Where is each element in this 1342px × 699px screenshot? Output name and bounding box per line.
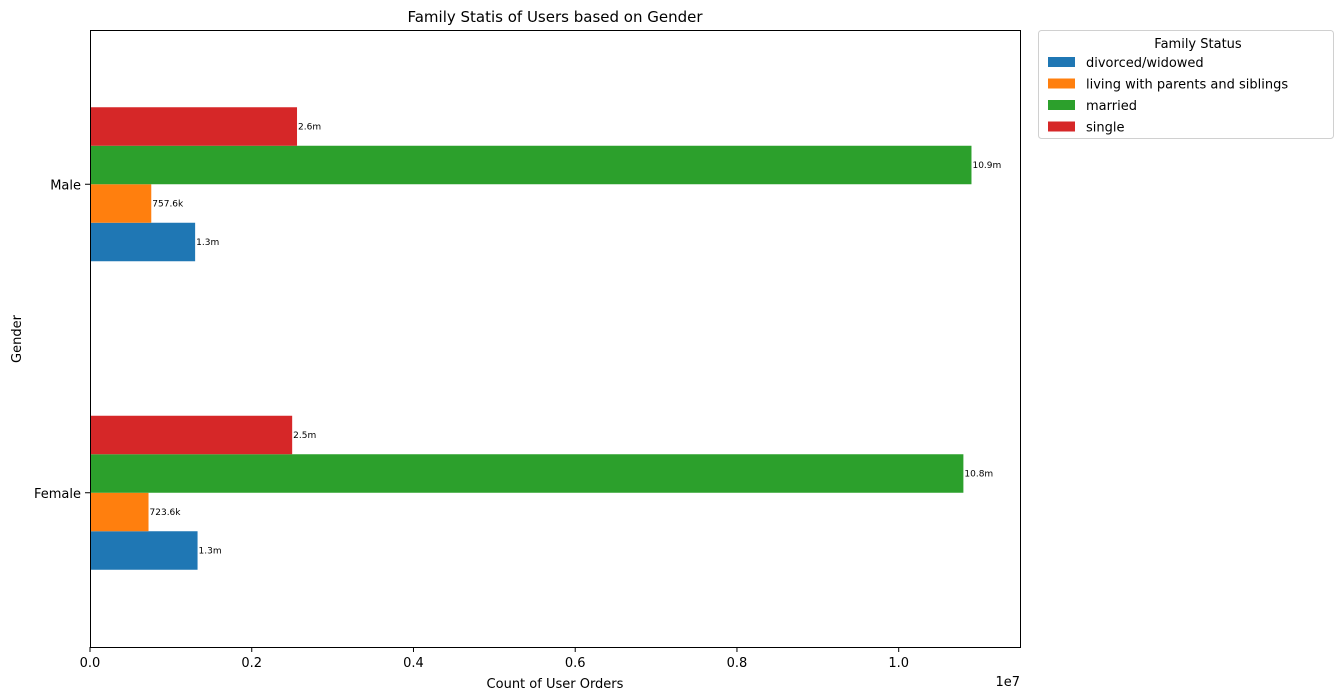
bar-value-label: 757.6k — [152, 200, 184, 210]
bar-male-divorced-widowed — [90, 222, 196, 262]
legend-item-label: single — [1086, 121, 1125, 136]
y-tick-label: Male — [50, 178, 81, 193]
x-tick-label: 0.4 — [403, 656, 424, 671]
legend-item-label: divorced/widowed — [1086, 56, 1204, 71]
bar-female-living-with-parents-and-siblings — [90, 492, 149, 532]
x-tick-label: 1.0 — [888, 656, 909, 671]
y-axis-label: Gender — [10, 314, 25, 363]
y-axis-ticks: Female Male — [34, 178, 90, 502]
bar-male-living-with-parents-and-siblings — [90, 184, 152, 223]
legend-swatch — [1048, 121, 1075, 132]
bar-value-label: 2.5m — [293, 431, 316, 441]
legend-item-label: married — [1086, 99, 1137, 114]
bar-value-label: 10.9m — [972, 161, 1001, 171]
bar-value-label: 1.3m — [196, 238, 219, 248]
x-tick-label: 0.8 — [727, 656, 748, 671]
bar-value-label: 1.3m — [199, 547, 222, 557]
plot-frame — [90, 30, 1021, 648]
chart-title: Family Statis of Users based on Gender — [407, 8, 703, 26]
legend-swatch — [1048, 78, 1075, 89]
legend-frame — [1038, 30, 1334, 139]
legend-items: divorced/widowed living with parents and … — [1048, 56, 1288, 136]
bar-female-single — [90, 415, 293, 455]
bar-female-divorced-widowed — [90, 531, 198, 570]
bar-value-label: 10.8m — [964, 470, 993, 480]
x-tick-label: 0.6 — [565, 656, 586, 671]
y-tick-label: Female — [34, 487, 81, 502]
bars-layer — [90, 107, 972, 570]
x-axis-label: Count of User Orders — [487, 677, 624, 692]
bar-male-single — [90, 107, 298, 146]
legend-item-label: living with parents and siblings — [1086, 78, 1288, 93]
legend-swatch — [1048, 57, 1075, 67]
bar-female-married — [90, 454, 964, 493]
bar-value-label: 2.6m — [298, 123, 321, 133]
x-axis-ticks: 0.0 0.2 0.4 0.6 0.8 1.0 — [80, 647, 909, 671]
bar-male-married — [90, 145, 972, 185]
x-offset-text: 1e7 — [995, 675, 1020, 690]
legend-swatch — [1048, 100, 1075, 110]
bar-value-label: 723.6k — [150, 508, 182, 518]
x-tick-label: 0.0 — [80, 656, 101, 671]
bar-labels-layer: 1.3m 1.3m 723.6k 757.6k 10.8m 10.9m 2.5m 2.6m — [150, 123, 1002, 557]
legend-title: Family Status — [1154, 37, 1242, 52]
x-tick-label: 0.2 — [241, 656, 262, 671]
legend: Family Status divorced/widowed living wit… — [1038, 30, 1334, 139]
